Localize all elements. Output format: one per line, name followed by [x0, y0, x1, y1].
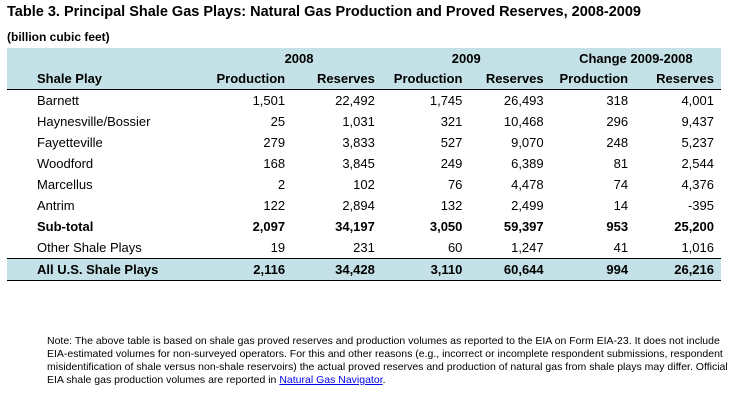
- table-row: Fayetteville 279 3,833 527 9,070 248 5,2…: [37, 135, 714, 150]
- group-header-2009: 2009: [381, 48, 551, 68]
- col-header-reserves-2008: Reserves: [292, 68, 382, 90]
- shale-gas-table: 2008 2009 Change 2009-2008 Shale Play Pr…: [7, 48, 721, 281]
- table-row: Barnett 1,501 22,492 1,745 26,493 318 4,…: [37, 93, 714, 108]
- group-header-2008: 2008: [216, 48, 382, 68]
- footnote-end: .: [382, 374, 386, 386]
- group-header-change: Change 2009-2008: [550, 48, 721, 68]
- table-row: Woodford 168 3,845 249 6,389 81 2,544: [37, 156, 714, 171]
- col-header-production-2008: Production: [216, 68, 293, 90]
- col-header-shale-play: Shale Play: [7, 68, 217, 90]
- col-header-reserves-2009: Reserves: [469, 68, 551, 90]
- table-row: Antrim 122 2,894 132 2,499 14 -395: [37, 198, 714, 213]
- natural-gas-navigator-link[interactable]: Natural Gas Navigator: [279, 374, 383, 386]
- total-row: All U.S. Shale Plays 2,116 34,428 3,110 …: [7, 258, 721, 281]
- col-header-production-2009: Production: [381, 68, 470, 90]
- subtotal-row: Sub-total 2,097 34,197 3,050 59,397 953 …: [37, 219, 714, 234]
- col-header-production-change: Production: [550, 68, 636, 90]
- footnote: Note: The above table is based on shale …: [47, 335, 737, 387]
- table-subtitle: (billion cubic feet): [7, 30, 110, 44]
- table-row: Marcellus 2 102 76 4,478 74 4,376: [37, 177, 714, 192]
- table-row: Haynesville/Bossier 25 1,031 321 10,468 …: [37, 114, 714, 129]
- other-plays-row: Other Shale Plays 19 231 60 1,247 41 1,0…: [37, 240, 714, 255]
- col-header-reserves-change: Reserves: [635, 68, 721, 90]
- table-title: Table 3. Principal Shale Gas Plays: Natu…: [7, 4, 641, 20]
- footnote-text: Note: The above table is based on shale …: [47, 335, 728, 386]
